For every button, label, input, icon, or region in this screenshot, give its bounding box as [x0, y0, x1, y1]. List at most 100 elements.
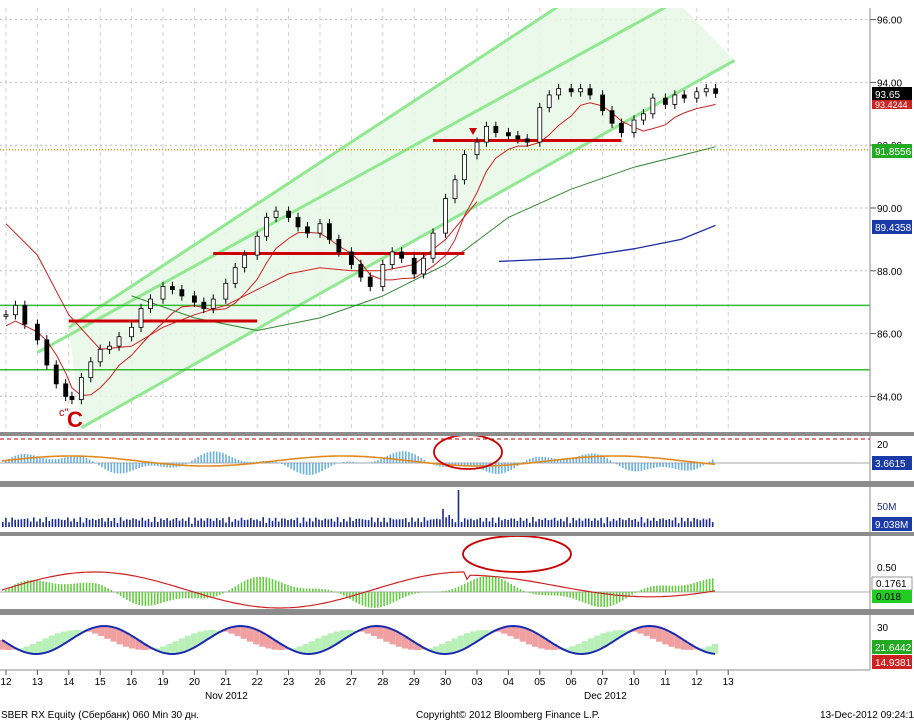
macd-bar — [129, 592, 131, 602]
volume-bar — [237, 520, 240, 527]
volume-bar — [343, 518, 345, 527]
osc-bar — [529, 458, 531, 463]
macd-bar — [457, 586, 460, 592]
osc-bar — [228, 455, 230, 463]
macd-bar — [541, 592, 543, 596]
volume-bar — [622, 519, 624, 527]
macd-bar — [550, 592, 553, 596]
candle-body — [210, 298, 216, 309]
volume-bar — [581, 520, 584, 527]
candle-body — [380, 264, 386, 287]
volume-bar — [122, 520, 125, 527]
volume-bar — [191, 523, 193, 527]
osc-bar — [684, 463, 686, 471]
volume-bar — [116, 523, 119, 527]
candle-body — [462, 154, 467, 181]
volume-bar — [153, 517, 156, 527]
volume-bar — [541, 519, 543, 527]
date-label: 27 — [346, 677, 358, 688]
candle-body — [63, 383, 69, 397]
macd-bar — [126, 592, 128, 600]
osc-bar — [563, 459, 565, 463]
ma-red-long-line — [5, 201, 478, 350]
volume-bar — [699, 520, 702, 527]
macd-bar — [575, 592, 578, 600]
volume-bar — [612, 518, 615, 527]
osc-bar — [690, 463, 692, 471]
macd-bar — [618, 592, 621, 603]
osc-bar — [612, 462, 615, 463]
indicator-value-2: 14.9381 — [875, 658, 912, 669]
candle-body — [13, 304, 18, 316]
date-label: 11 — [660, 677, 671, 688]
channel-line — [36, 8, 668, 354]
osc-bar — [392, 453, 395, 463]
macd-bar — [181, 592, 184, 599]
macd-bar — [178, 592, 181, 599]
candle-body — [524, 138, 530, 143]
osc-bar — [79, 456, 82, 463]
volume-bar — [374, 522, 376, 527]
macd-bar — [690, 583, 692, 592]
candle-body — [493, 125, 499, 134]
osc-bar — [116, 463, 119, 474]
macd-bar — [5, 589, 7, 592]
osc-bar — [122, 463, 125, 474]
price-tick-label: 90.00 — [877, 204, 902, 215]
macd-bar — [82, 582, 85, 592]
osc-bar — [544, 457, 547, 463]
volume-bar — [600, 517, 602, 527]
volume-bar — [547, 520, 550, 527]
osc-bar — [395, 452, 398, 463]
osc-bar — [693, 463, 695, 470]
macd-bar — [324, 589, 326, 592]
volume-bar — [197, 520, 199, 527]
date-label: 10 — [628, 677, 640, 688]
osc-bar — [603, 456, 605, 463]
wave-label-small: c" — [59, 407, 69, 419]
volume-bar — [169, 520, 171, 527]
osc-bar — [73, 456, 75, 463]
candle-body — [3, 314, 9, 317]
volume-bar — [687, 518, 689, 527]
osc-bar — [649, 463, 652, 469]
macd-bar — [42, 581, 44, 592]
macd-bar — [290, 585, 292, 592]
macd-bar — [522, 590, 525, 592]
macd-bar — [494, 577, 497, 592]
month-label-nov: Nov 2012 — [205, 691, 248, 702]
macd-bar — [699, 581, 702, 592]
candle-body — [568, 88, 574, 93]
candle-body — [223, 282, 229, 300]
osc-bar — [150, 463, 153, 466]
macd-bar — [144, 592, 147, 606]
date-label: 21 — [220, 677, 232, 688]
osc-bar — [206, 452, 209, 463]
volume-bar — [302, 517, 305, 527]
osc-bar — [132, 463, 134, 471]
osc-bar — [147, 463, 150, 467]
volume-bar — [618, 517, 621, 527]
macd-bar — [361, 592, 364, 606]
osc-bar — [51, 459, 54, 463]
osc-bar — [225, 454, 227, 463]
macd-bar — [612, 592, 615, 606]
macd-bar — [501, 579, 503, 592]
volume-bar — [95, 520, 97, 527]
separator-2 — [0, 481, 914, 487]
osc-bar — [315, 463, 317, 474]
macd-bar — [330, 590, 333, 592]
volume-bar — [603, 523, 605, 527]
macd-bar — [265, 577, 268, 592]
volume-bar — [439, 519, 441, 527]
macd-bar — [98, 584, 100, 592]
macd-bar — [305, 588, 308, 592]
channel-fill — [68, 8, 735, 428]
volume-bar — [64, 520, 66, 527]
osc-bar — [42, 457, 44, 463]
volume-bar — [587, 518, 590, 527]
macd-bar — [246, 579, 249, 592]
osc-bar — [54, 459, 57, 463]
macd-bar — [594, 592, 596, 607]
osc-bar — [33, 455, 35, 463]
